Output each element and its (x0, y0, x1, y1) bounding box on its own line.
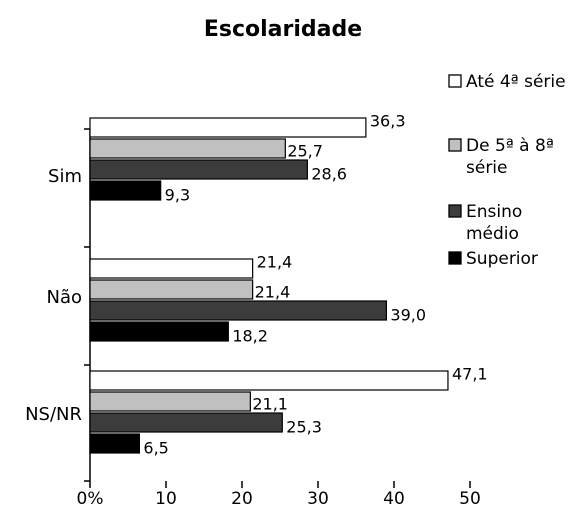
data-label: 25,7 (287, 142, 323, 161)
axes: 0% 10 20 30 40 50 Sim Não NS/NR (25, 128, 481, 508)
data-label: 21,1 (252, 395, 288, 414)
bar (89, 300, 387, 321)
data-label: 6,5 (143, 439, 168, 458)
x-tick-label: 40 (383, 489, 405, 508)
data-label: 39,0 (390, 306, 426, 325)
bar (89, 117, 367, 138)
bar (89, 279, 254, 300)
legend-label: Ensino (466, 202, 522, 222)
chart-title: Escolaridade (204, 17, 362, 42)
bar (89, 370, 449, 391)
legend-label: Superior (466, 249, 538, 269)
bar (89, 391, 251, 412)
legend-swatch (448, 74, 462, 88)
legend-label: Até 4ª série (466, 72, 566, 92)
bars: 36,3 25,7 28,6 9,3 21,4 21,4 39,0 18,2 47,1 21,1 2… (89, 112, 488, 458)
category-label: Sim (48, 166, 82, 187)
bar (89, 412, 283, 433)
bar (89, 138, 286, 159)
x-tick-label: 30 (307, 489, 329, 508)
data-label: 21,4 (255, 283, 291, 302)
bar (89, 159, 308, 180)
x-tick-label: 20 (231, 489, 253, 508)
bar (89, 258, 254, 279)
data-label: 36,3 (370, 112, 406, 131)
legend-label: De 5ª à 8ª (466, 136, 554, 156)
data-label: 21,4 (257, 253, 293, 272)
category-label: Não (46, 287, 82, 308)
x-tick-label: 50 (459, 489, 481, 508)
data-label: 25,3 (286, 418, 322, 437)
bar (89, 321, 229, 342)
legend-swatch (448, 204, 462, 218)
data-label: 28,6 (311, 165, 347, 184)
legend-swatch (448, 138, 462, 152)
legend-label: médio (466, 224, 519, 244)
category-label: NS/NR (25, 404, 82, 425)
data-label: 47,1 (452, 365, 488, 384)
x-tick-label: 10 (155, 489, 177, 508)
bar (89, 433, 141, 454)
x-tick-label: 0% (77, 489, 104, 508)
bar (89, 180, 162, 201)
legend-swatch (448, 251, 462, 265)
data-label: 18,2 (232, 327, 268, 346)
legend-label: série (466, 158, 508, 178)
data-label: 9,3 (165, 186, 190, 205)
